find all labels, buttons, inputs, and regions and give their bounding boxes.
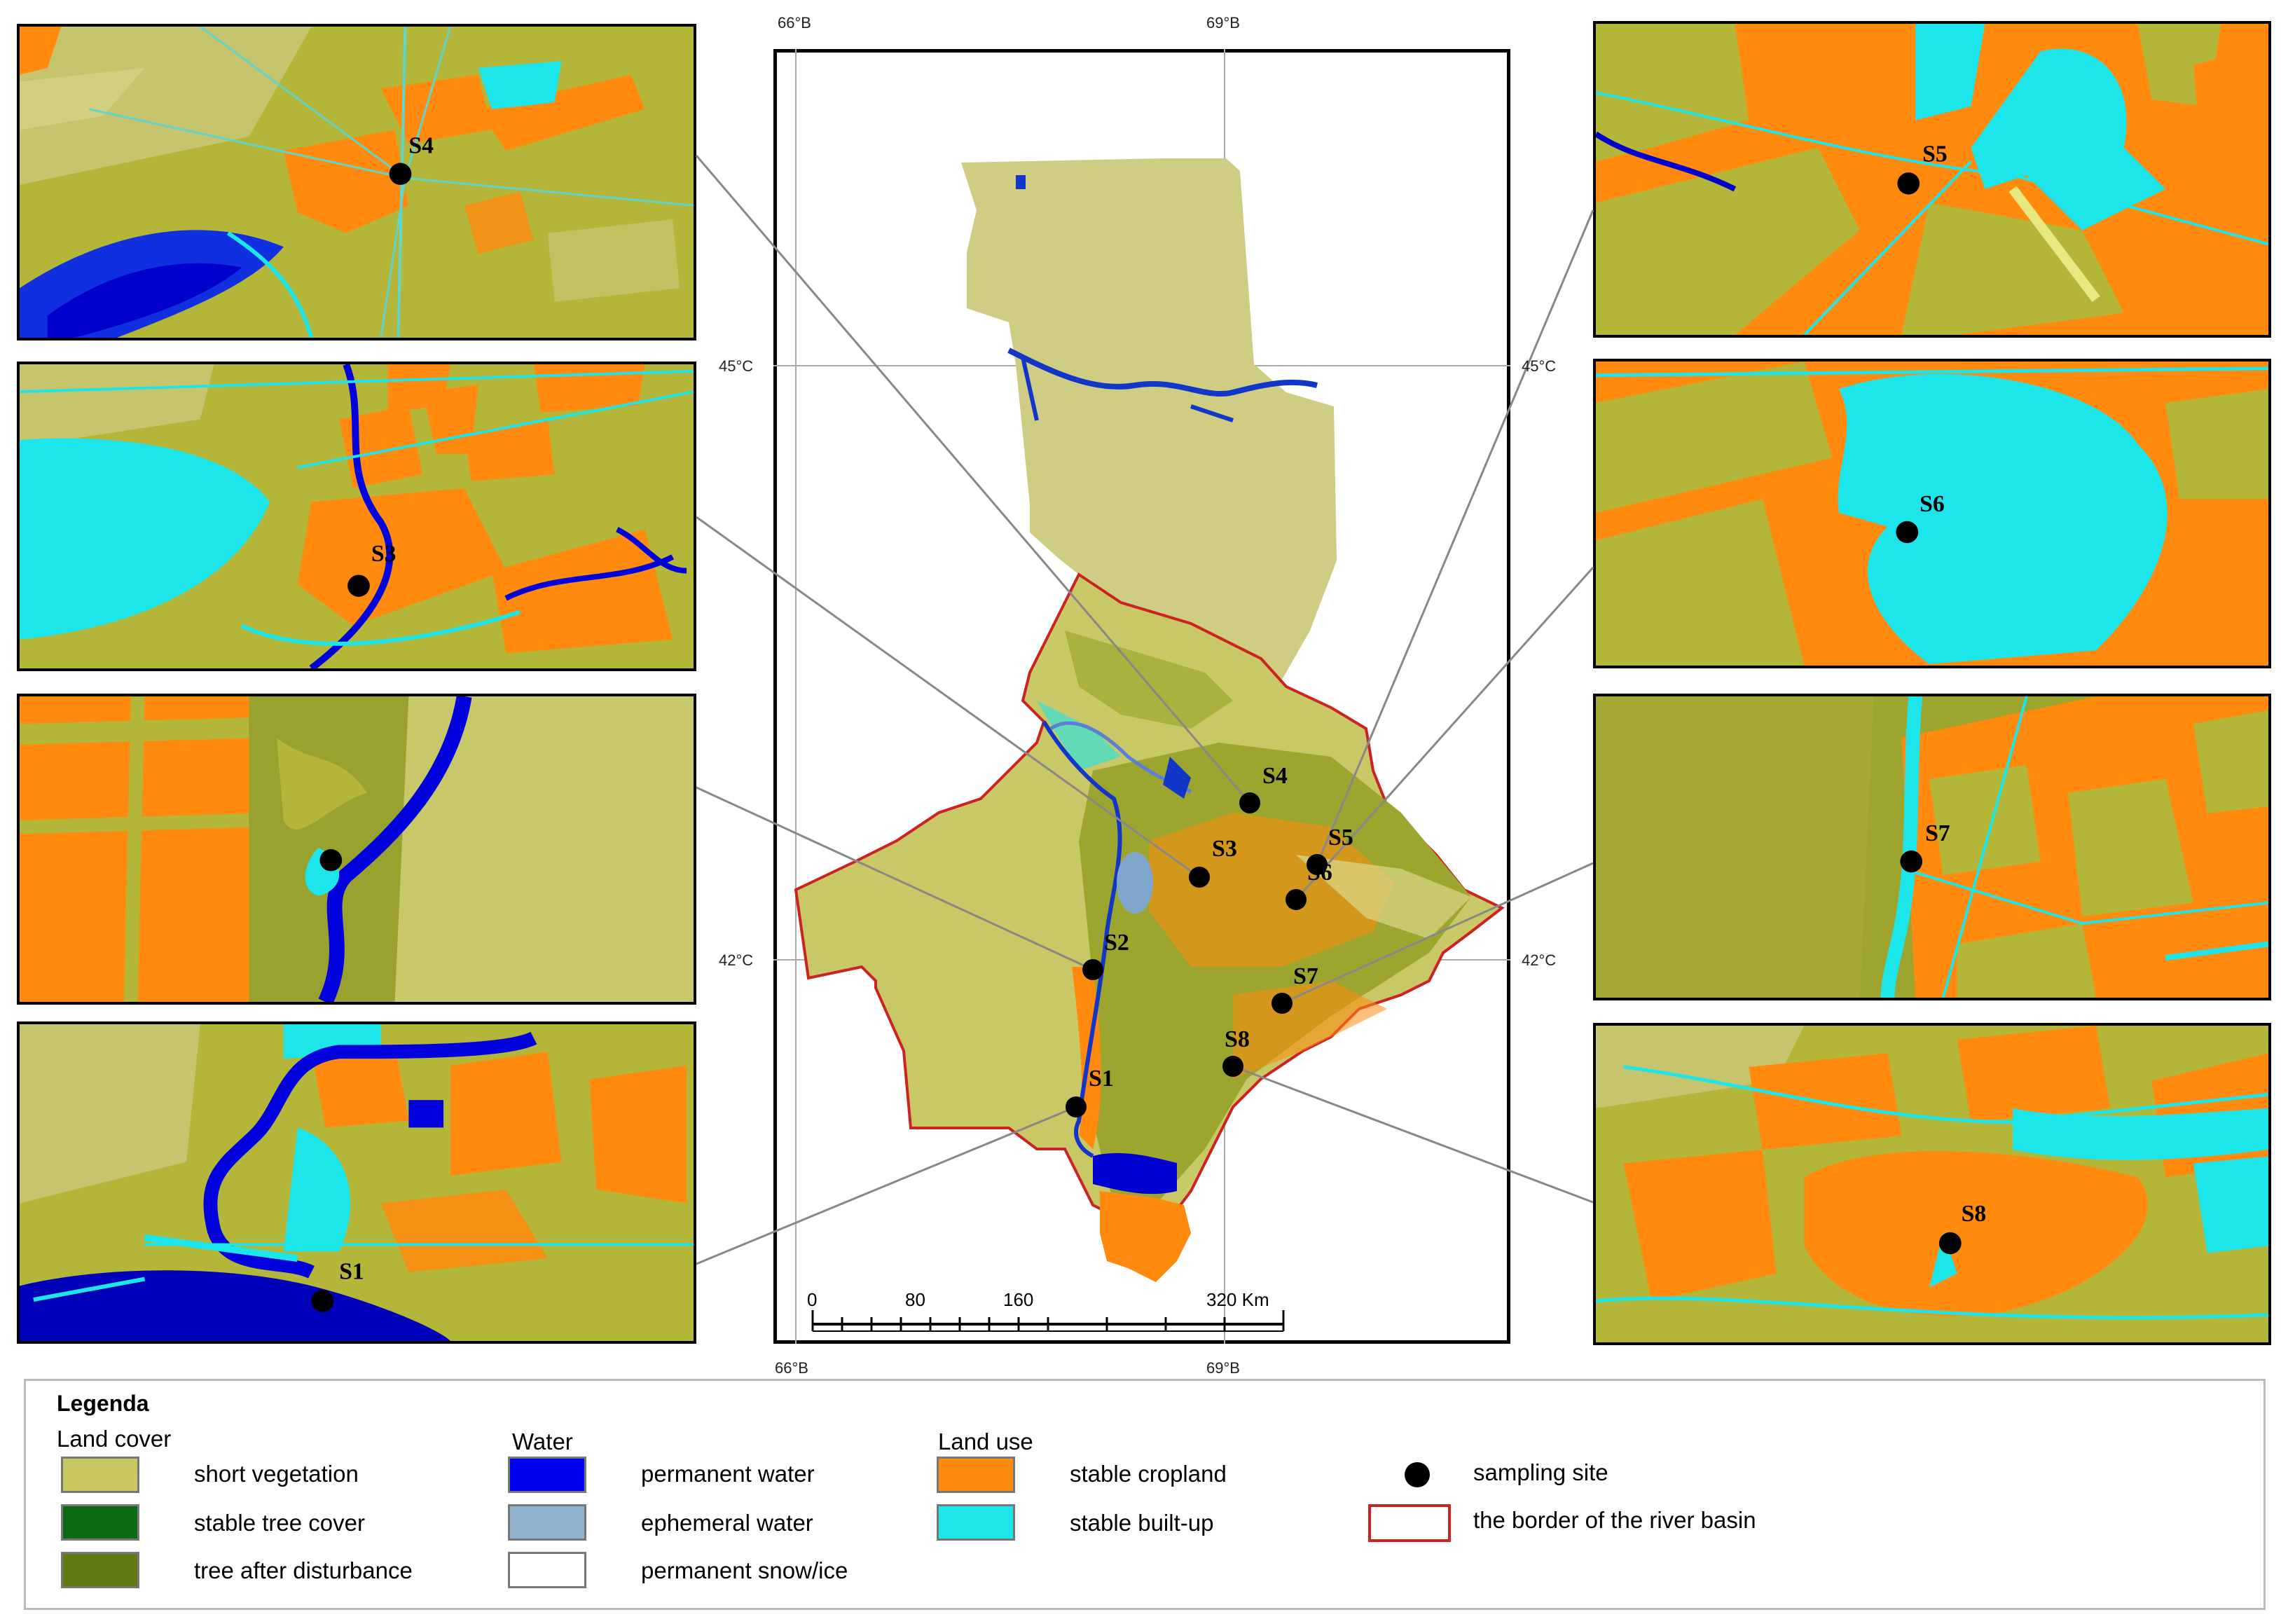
legend-label: short vegetation xyxy=(194,1461,359,1487)
legend-label: stable built-up xyxy=(1070,1510,1214,1536)
scale-label: 0 xyxy=(807,1289,817,1310)
site-label-s2: S2 xyxy=(1104,930,1129,956)
inset-s3-label: S3 xyxy=(371,541,397,567)
legend-swatch xyxy=(61,1504,139,1541)
legend-swatch xyxy=(508,1457,586,1493)
coord-label: 69°B xyxy=(1206,1359,1240,1373)
reservoir xyxy=(1093,1152,1177,1195)
coord-label: 42°C xyxy=(1522,951,1556,969)
legend-title: Legenda xyxy=(57,1391,149,1416)
legend-label: the border of the river basin xyxy=(1473,1507,1756,1533)
legend-swatch xyxy=(937,1504,1015,1541)
main-river xyxy=(1042,720,1122,1158)
site-marker xyxy=(1307,854,1328,875)
site-label-s7: S7 xyxy=(1293,963,1318,989)
leader-lines xyxy=(695,155,1594,1265)
coord-label: 45°C xyxy=(1522,357,1556,375)
scale-label: 320 Km xyxy=(1206,1289,1269,1310)
legend-label: sampling site xyxy=(1473,1459,1608,1485)
legend: Legenda Land cover short vegetation stab… xyxy=(24,1379,2266,1610)
site-marker xyxy=(1082,959,1103,980)
site-label-s8: S8 xyxy=(1225,1026,1250,1052)
coord-label: 66°B xyxy=(778,14,811,32)
inset-s4-label: S4 xyxy=(408,133,434,159)
coord-label: 66°B xyxy=(775,1359,808,1373)
site-marker xyxy=(1286,889,1307,910)
inset-s3: S3 xyxy=(17,362,696,671)
legend-heading-land-cover: Land cover xyxy=(57,1426,172,1452)
legend-swatch xyxy=(61,1457,139,1493)
legend-label: stable cropland xyxy=(1070,1461,1227,1487)
main-map: S1 S2 S3 S4 S5 S6 S7 S8 0 80 160 320 Km … xyxy=(695,14,1594,1373)
site-label-s6: S6 xyxy=(1307,860,1332,886)
inset-s8-label: S8 xyxy=(1962,1201,1987,1227)
northern-region xyxy=(961,158,1337,680)
legend-heading-water: Water xyxy=(512,1429,573,1454)
legend-label: stable tree cover xyxy=(194,1510,365,1536)
legend-swatch xyxy=(61,1552,139,1588)
legend-swatch xyxy=(508,1504,586,1541)
site-label-s4: S4 xyxy=(1262,763,1288,789)
southern-cropland xyxy=(1100,1191,1191,1282)
sampling-sites xyxy=(1066,792,1328,1117)
site-marker xyxy=(1189,867,1210,888)
legend-label: ephemeral water xyxy=(641,1510,813,1536)
legend-label: permanent snow/ice xyxy=(641,1557,848,1583)
inset-s4: S4 xyxy=(17,24,696,340)
site-marker xyxy=(1239,792,1260,813)
inset-s1: S1 xyxy=(17,1021,696,1344)
inset-s8: S8 xyxy=(1593,1023,2271,1345)
site-label-s3: S3 xyxy=(1212,836,1237,862)
site-marker xyxy=(1066,1096,1087,1117)
legend-swatch xyxy=(937,1457,1015,1493)
coord-label: 42°C xyxy=(719,951,753,969)
coord-label: 45°C xyxy=(719,357,753,375)
sampling-site-icon xyxy=(1405,1462,1430,1487)
scale-label: 160 xyxy=(1003,1289,1033,1310)
site-marker xyxy=(1222,1056,1243,1077)
inset-s5-label: S5 xyxy=(1922,142,1948,167)
site-label-s1: S1 xyxy=(1089,1066,1114,1092)
inset-s5: S5 xyxy=(1593,21,2271,338)
lake xyxy=(1117,852,1153,914)
inset-s6-label: S6 xyxy=(1920,491,1945,517)
basin-border-swatch xyxy=(1368,1504,1451,1542)
legend-swatch xyxy=(508,1552,586,1588)
inset-s6: S6 xyxy=(1593,359,2271,668)
site-marker xyxy=(1272,993,1293,1014)
scale-bar: 0 80 160 320 Km xyxy=(807,1289,1285,1332)
northern-river xyxy=(1007,347,1318,397)
legend-label: permanent water xyxy=(641,1461,815,1487)
legend-heading-land-use: Land use xyxy=(938,1429,1033,1454)
inset-s7: S7 xyxy=(1593,694,2271,1000)
site-label-s5: S5 xyxy=(1328,825,1353,851)
inset-s1-label: S1 xyxy=(339,1259,364,1285)
scale-label: 80 xyxy=(905,1289,925,1310)
inset-s2 xyxy=(17,694,696,1005)
coord-label: 69°B xyxy=(1206,14,1240,32)
legend-label: tree after disturbance xyxy=(194,1557,413,1583)
inset-s7-label: S7 xyxy=(1925,820,1950,846)
